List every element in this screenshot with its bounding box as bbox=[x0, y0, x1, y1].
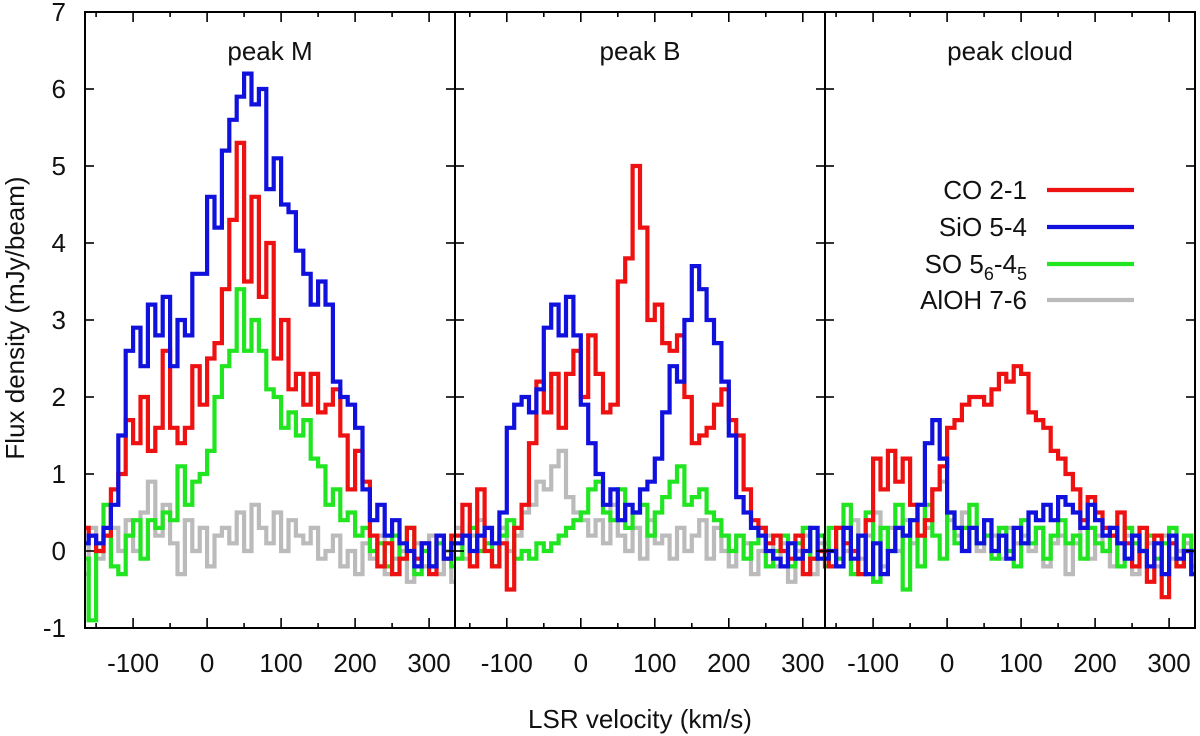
xtick-label: 100 bbox=[999, 648, 1042, 678]
ytick-label: 6 bbox=[52, 74, 66, 104]
xtick-label: -100 bbox=[107, 648, 159, 678]
legend-label-so-sub1: 6 bbox=[984, 264, 994, 284]
xtick-label: 0 bbox=[940, 648, 954, 678]
xtick-label: -100 bbox=[847, 648, 899, 678]
xtick-label: 100 bbox=[259, 648, 302, 678]
xtick-label: 200 bbox=[333, 648, 376, 678]
xtick-label: 300 bbox=[781, 648, 824, 678]
panel-1-so-5-6-4-5-line bbox=[85, 287, 455, 623]
ytick-label: 4 bbox=[52, 228, 66, 258]
xtick-label: 300 bbox=[407, 648, 450, 678]
ytick-label: 5 bbox=[52, 151, 66, 181]
xtick-label: -100 bbox=[481, 648, 533, 678]
xtick-label: 100 bbox=[633, 648, 676, 678]
panel-1-sio-5-4-line bbox=[85, 71, 455, 569]
panel-3-so-5-6-4-5-line bbox=[825, 502, 1195, 592]
panel-2-sio-5-4-line bbox=[455, 264, 825, 569]
legend-label-so-mid: -4 bbox=[994, 249, 1017, 279]
panel-1-title: peak M bbox=[227, 36, 312, 66]
xtick-label: 300 bbox=[1147, 648, 1190, 678]
y-axis-ticks: -1 0 1 2 3 4 5 6 7 bbox=[43, 0, 1195, 643]
ytick-label: 0 bbox=[52, 536, 66, 566]
panel-3-series bbox=[825, 364, 1195, 600]
xtick-label: 0 bbox=[574, 648, 588, 678]
xtick-label: 200 bbox=[707, 648, 750, 678]
legend-label-aloh: AlOH 7-6 bbox=[920, 285, 1027, 315]
ytick-label: 1 bbox=[52, 459, 66, 489]
panel-titles: peak M peak B peak cloud bbox=[227, 36, 1073, 66]
ytick-label: -1 bbox=[43, 613, 66, 643]
panel-3-sio-5-4-line bbox=[825, 418, 1195, 577]
panel-1-co-2-1-line bbox=[85, 140, 455, 577]
panel-2-co-2-1-line bbox=[455, 163, 825, 592]
panel-2-title: peak B bbox=[600, 36, 681, 66]
xtick-label: 200 bbox=[1073, 648, 1116, 678]
x-axis-label: LSR velocity (km/s) bbox=[528, 704, 752, 734]
legend-label-co: CO 2-1 bbox=[943, 175, 1027, 205]
ytick-label: 3 bbox=[52, 305, 66, 335]
panel-3-title: peak cloud bbox=[947, 36, 1073, 66]
ytick-label: 2 bbox=[52, 382, 66, 412]
xtick-label: 0 bbox=[200, 648, 214, 678]
legend: CO 2-1 SiO 5-4 SO 56-45 AlOH 7-6 bbox=[920, 175, 1134, 315]
panel-2-series bbox=[455, 163, 825, 592]
panel-2-aloh-7-6-line bbox=[455, 448, 825, 584]
legend-label-so-sub2: 5 bbox=[1017, 264, 1027, 284]
panel-2-so-5-6-4-5-line bbox=[455, 464, 825, 569]
ytick-label: 7 bbox=[52, 0, 66, 27]
panel-1-series bbox=[85, 71, 455, 623]
series-layer bbox=[85, 71, 1195, 623]
x-axis-ticks: -100 0 100 200 300 -100 0 100 200 300 -100 0 100 200 3… bbox=[95, 12, 1191, 678]
legend-label-sio: SiO 5-4 bbox=[939, 212, 1027, 242]
y-axis-label: Flux density (mJy/beam) bbox=[0, 176, 30, 459]
panel-3-co-2-1-line bbox=[825, 364, 1195, 600]
panel-1-aloh-7-6-line bbox=[85, 479, 455, 584]
legend-label-so: SO 56-45 bbox=[925, 249, 1027, 284]
legend-label-so-main: SO 5 bbox=[925, 249, 984, 279]
